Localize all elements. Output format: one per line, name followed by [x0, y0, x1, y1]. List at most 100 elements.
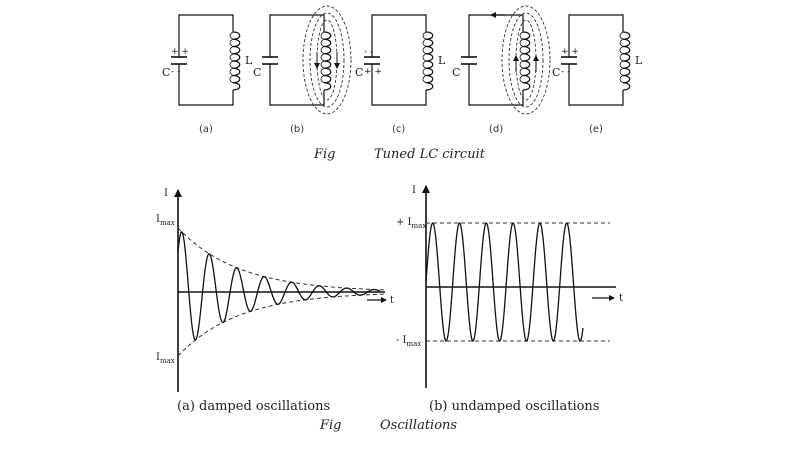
inductor-coil-back	[619, 38, 624, 47]
inductor-coil-back	[422, 31, 427, 40]
damped-waveform	[177, 231, 381, 341]
inductor-coil-back	[320, 46, 325, 55]
panel-sublabel: (d)	[489, 124, 503, 135]
plate-charge-bottom: - -	[171, 67, 180, 77]
inductor-coil-back	[519, 46, 524, 55]
inductor-coil-back	[320, 38, 325, 47]
inductor-coil-back	[519, 67, 524, 76]
damped-caption: (a) damped oscillations	[177, 399, 330, 414]
undamped-waveform	[425, 222, 584, 342]
circuit-wire	[371, 64, 427, 106]
inductor-coil-back	[229, 31, 234, 40]
plate-charge-top: + +	[561, 47, 579, 57]
undamped-x-axis-label: t	[619, 293, 623, 304]
inductor-coil	[232, 31, 241, 91]
inductor-coil-back	[229, 38, 234, 47]
inductor-coil-back	[619, 31, 624, 40]
circuit-wire	[468, 14, 524, 57]
plate-charge-top: - -	[364, 47, 373, 57]
inductor-coil-back	[320, 75, 325, 84]
plate-charge-bottom: + +	[364, 67, 382, 77]
inductor-coil-back	[229, 75, 234, 84]
inductor-coil-back	[229, 67, 234, 76]
inductor-coil-back	[519, 38, 524, 47]
undamped-y-axis-label: I	[412, 185, 416, 196]
capacitor-label: C	[355, 66, 363, 79]
lc-fig-word: Fig	[313, 147, 336, 162]
circuit-wire	[468, 64, 524, 106]
inductor-coil-back	[519, 75, 524, 84]
inductor-coil-back	[519, 60, 524, 69]
lc-circuit-panels: CL+ +- -(a)C(b)CL- -+ +(c)C(d)CL+ +- -(e…	[162, 5, 643, 135]
circuit-wire	[371, 14, 427, 57]
plate-charge-top: + +	[171, 47, 189, 57]
damped-bottom-marker: Imax	[156, 352, 175, 365]
capacitor-label: C	[552, 66, 560, 79]
undamped-caption: (b) undamped oscillations	[429, 399, 599, 414]
lc-fig-caption: Tuned LC circuit	[374, 147, 486, 162]
inductor-coil-back	[519, 31, 524, 40]
inductor-coil-back	[619, 75, 624, 84]
undamped-top-marker: + Imax	[396, 217, 426, 230]
inductor-coil-back	[229, 46, 234, 55]
circuit-wire	[568, 14, 624, 57]
lc-panel: C L + + - - (a)	[162, 14, 253, 135]
inductor-coil	[522, 31, 531, 91]
panel-sublabel: (a)	[199, 124, 213, 135]
capacitor-label: C	[452, 66, 460, 79]
lc-panel: C L + + - - (e)	[552, 14, 643, 135]
inductor-coil	[622, 31, 631, 91]
inductor-coil	[323, 31, 332, 91]
inductor-coil-back	[422, 53, 427, 62]
inductor-label: L	[245, 54, 253, 67]
osc-fig-caption: Oscillations	[380, 418, 457, 433]
inductor-coil-back	[619, 60, 624, 69]
inductor-coil-back	[422, 46, 427, 55]
inductor-coil-back	[320, 31, 325, 40]
inductor-coil-back	[422, 75, 427, 84]
circuit-wire	[568, 64, 624, 106]
damped-y-axis-label: I	[164, 188, 168, 199]
inductor-coil-back	[422, 60, 427, 69]
panel-sublabel: (e)	[589, 124, 603, 135]
capacitor-label: C	[253, 66, 261, 79]
damped-x-axis-label: t	[390, 295, 394, 306]
magnetic-field-line	[501, 5, 551, 115]
panel-sublabel: (c)	[392, 124, 405, 135]
inductor-coil-back	[619, 53, 624, 62]
inductor-coil-back	[229, 53, 234, 62]
capacitor-label: C	[162, 66, 170, 79]
panel-sublabel: (b)	[290, 124, 304, 135]
circuit-wire	[178, 14, 234, 57]
magnetic-field-line	[309, 12, 345, 108]
circuit-wire	[178, 64, 234, 106]
inductor-coil-back	[320, 53, 325, 62]
damped-envelope-bottom	[177, 293, 385, 357]
inductor-coil-back	[422, 38, 427, 47]
inductor-coil	[425, 31, 434, 91]
lc-panel: C L - - + + (c)	[355, 14, 446, 135]
damped-top-marker: Imax	[156, 214, 175, 227]
inductor-coil-back	[320, 60, 325, 69]
inductor-coil-back	[619, 46, 624, 55]
inductor-label: L	[438, 54, 446, 67]
osc-fig-word: Fig	[319, 418, 342, 433]
damped-envelope-top	[177, 227, 385, 291]
undamped-graph: I t + Imax - Imax	[396, 185, 623, 388]
magnetic-field-line	[508, 12, 544, 108]
inductor-label: L	[635, 54, 643, 67]
lc-panel: C (b)	[253, 5, 352, 135]
lc-panel: C (d)	[452, 5, 551, 135]
inductor-coil-back	[422, 67, 427, 76]
damped-graph: I t Imax Imax	[156, 188, 394, 392]
circuit-wire	[269, 14, 325, 57]
undamped-bottom-marker: - Imax	[396, 335, 421, 348]
plate-charge-bottom: - -	[561, 67, 570, 77]
magnetic-field-line	[302, 5, 352, 115]
circuit-wire	[269, 64, 325, 106]
inductor-coil-back	[229, 60, 234, 69]
inductor-coil-back	[320, 67, 325, 76]
inductor-coil-back	[519, 53, 524, 62]
inductor-coil-back	[619, 67, 624, 76]
